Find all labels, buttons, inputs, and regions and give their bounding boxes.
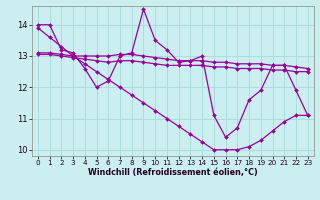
X-axis label: Windchill (Refroidissement éolien,°C): Windchill (Refroidissement éolien,°C) bbox=[88, 168, 258, 177]
